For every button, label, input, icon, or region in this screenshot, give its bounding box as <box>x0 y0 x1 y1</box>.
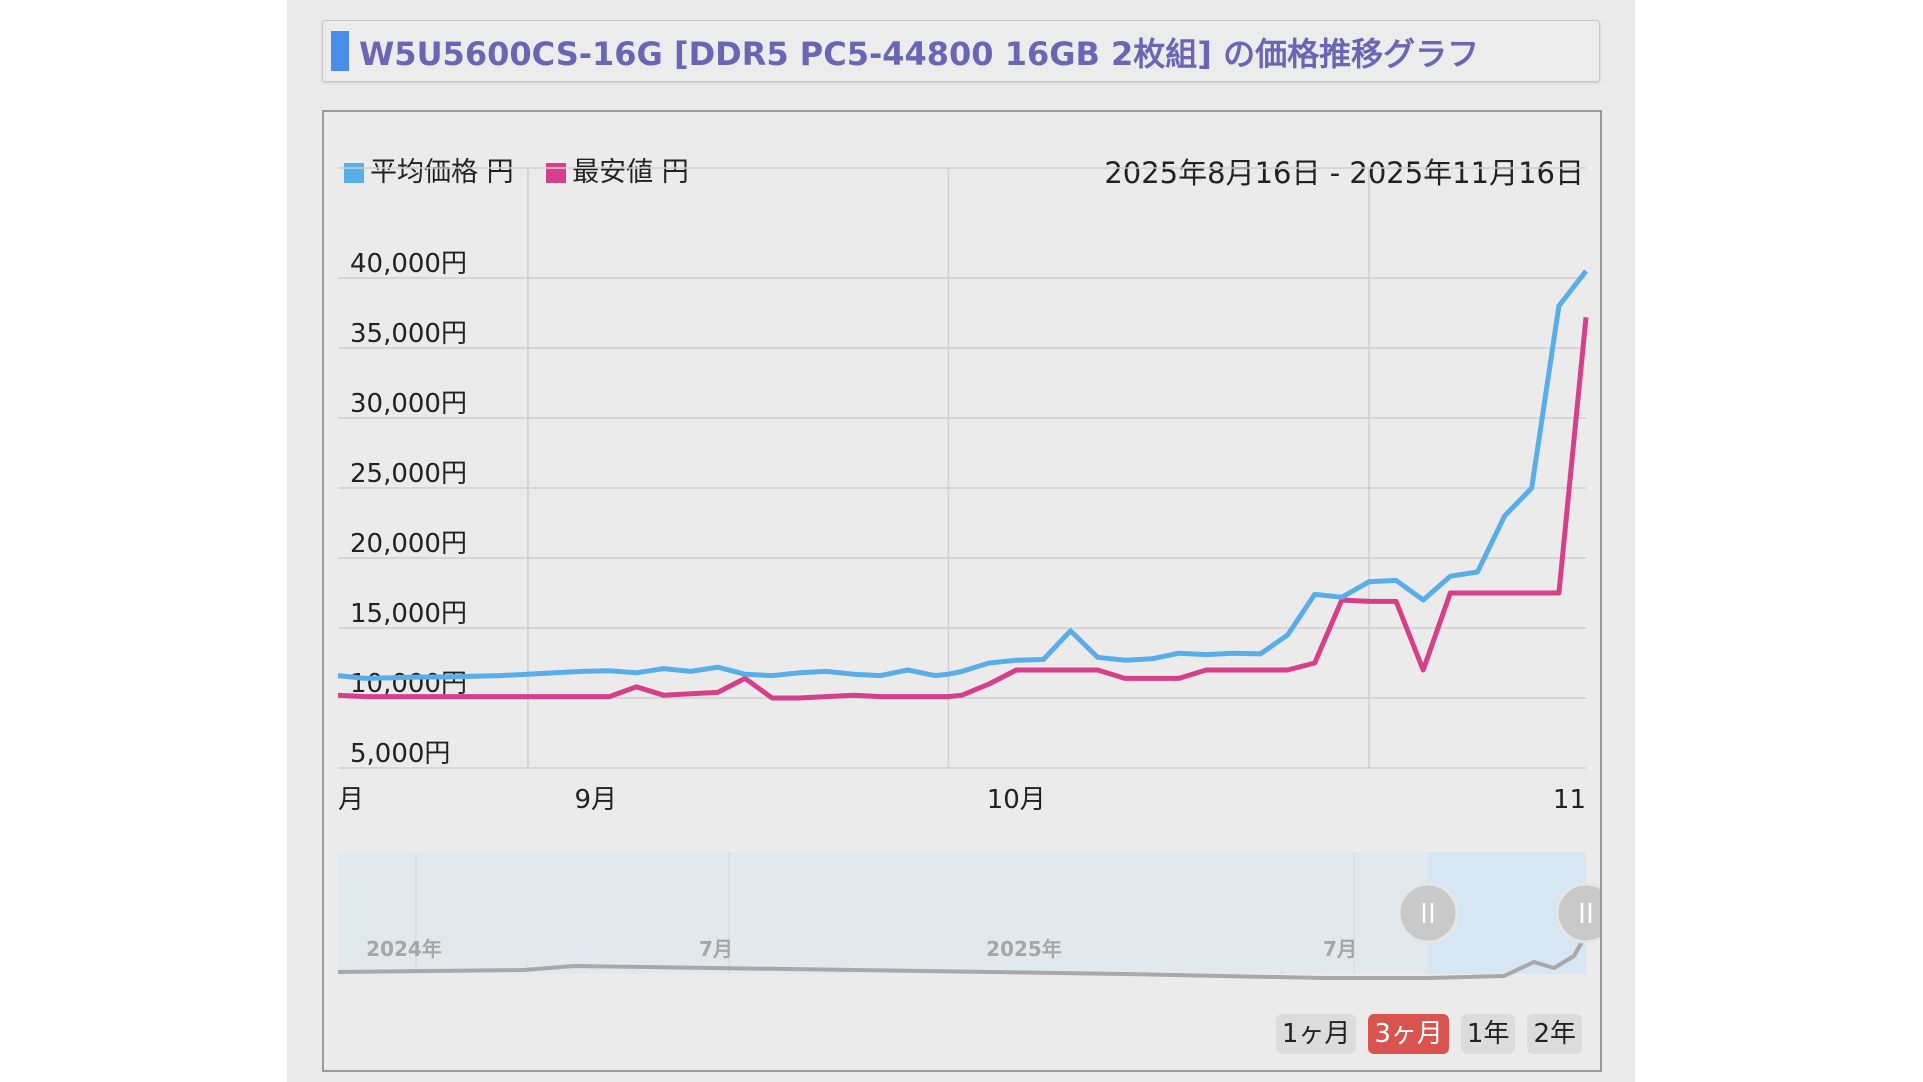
y-axis-ticks: 5,000円 10,000円 15,000円 20,000円 25,000円 30,000… <box>350 249 467 769</box>
grid-lines <box>338 167 1586 769</box>
navigator-label: 7月 <box>699 937 733 961</box>
y-tick-label: 20,000円 <box>350 529 467 559</box>
range-button-1y[interactable]: 1年 <box>1460 1014 1516 1054</box>
y-tick-label: 25,000円 <box>350 459 467 489</box>
title-accent-mark <box>331 31 349 71</box>
y-tick-label: 5,000円 <box>350 739 450 769</box>
navigator-background <box>338 852 1586 974</box>
page-title: W5U5600CS-16G [DDR5 PC5-44800 16GB 2枚組] … <box>359 35 1480 73</box>
date-range-label: 2025年8月16日 - 2025年11月16日 <box>1104 156 1584 190</box>
range-button-3m[interactable]: 3ヶ月 <box>1368 1014 1449 1054</box>
x-tick-label: 10月 <box>987 785 1046 815</box>
x-tick-label: 11 <box>1553 785 1586 815</box>
y-tick-label: 35,000円 <box>350 319 467 349</box>
series-line <box>337 269 1588 681</box>
series-line <box>337 316 1589 701</box>
range-button-group: 1ヶ月 3ヶ月 1年 2年 <box>1275 1014 1582 1054</box>
navigator-handle-left[interactable] <box>1397 882 1459 944</box>
range-button-1m[interactable]: 1ヶ月 <box>1275 1014 1357 1054</box>
navigator-label: 2024年 <box>366 937 442 961</box>
y-tick-label: 30,000円 <box>350 389 467 419</box>
legend-item-min[interactable]: 最安値 円 <box>546 150 689 189</box>
y-tick-label: 40,000円 <box>350 249 467 279</box>
navigator-history-line <box>337 929 1588 980</box>
chart-legend: 平均価格 円 最安値 円 <box>344 150 713 189</box>
legend-label-avg: 平均価格 円 <box>370 157 514 188</box>
legend-label-min: 最安値 円 <box>572 157 689 188</box>
x-tick-label: 月 <box>338 785 364 815</box>
navigator-label: 7月 <box>1323 937 1357 961</box>
range-button-2y[interactable]: 2年 <box>1527 1014 1582 1054</box>
legend-item-avg[interactable]: 平均価格 円 <box>344 150 514 189</box>
range-navigator: 2024年 7月 2025年 7月 <box>337 852 1600 980</box>
navigator-label: 2025年 <box>986 937 1062 961</box>
navigator-handle-right[interactable] <box>1555 882 1600 944</box>
chart-container: 平均価格 円 最安値 円 2025年8月16日 - 2025年11月16日 5,… <box>322 110 1602 1072</box>
series-lines <box>337 269 1589 701</box>
chart-title-bar: W5U5600CS-16G [DDR5 PC5-44800 16GB 2枚組] … <box>322 20 1600 82</box>
y-tick-label: 10,000円 <box>350 669 467 699</box>
x-axis-ticks: 月 9月 10月 11 <box>338 785 1586 815</box>
price-chart[interactable]: 5,000円 10,000円 15,000円 20,000円 25,000円 30,000… <box>324 112 1600 1070</box>
y-tick-label: 15,000円 <box>350 599 467 629</box>
x-tick-label: 9月 <box>574 785 617 815</box>
